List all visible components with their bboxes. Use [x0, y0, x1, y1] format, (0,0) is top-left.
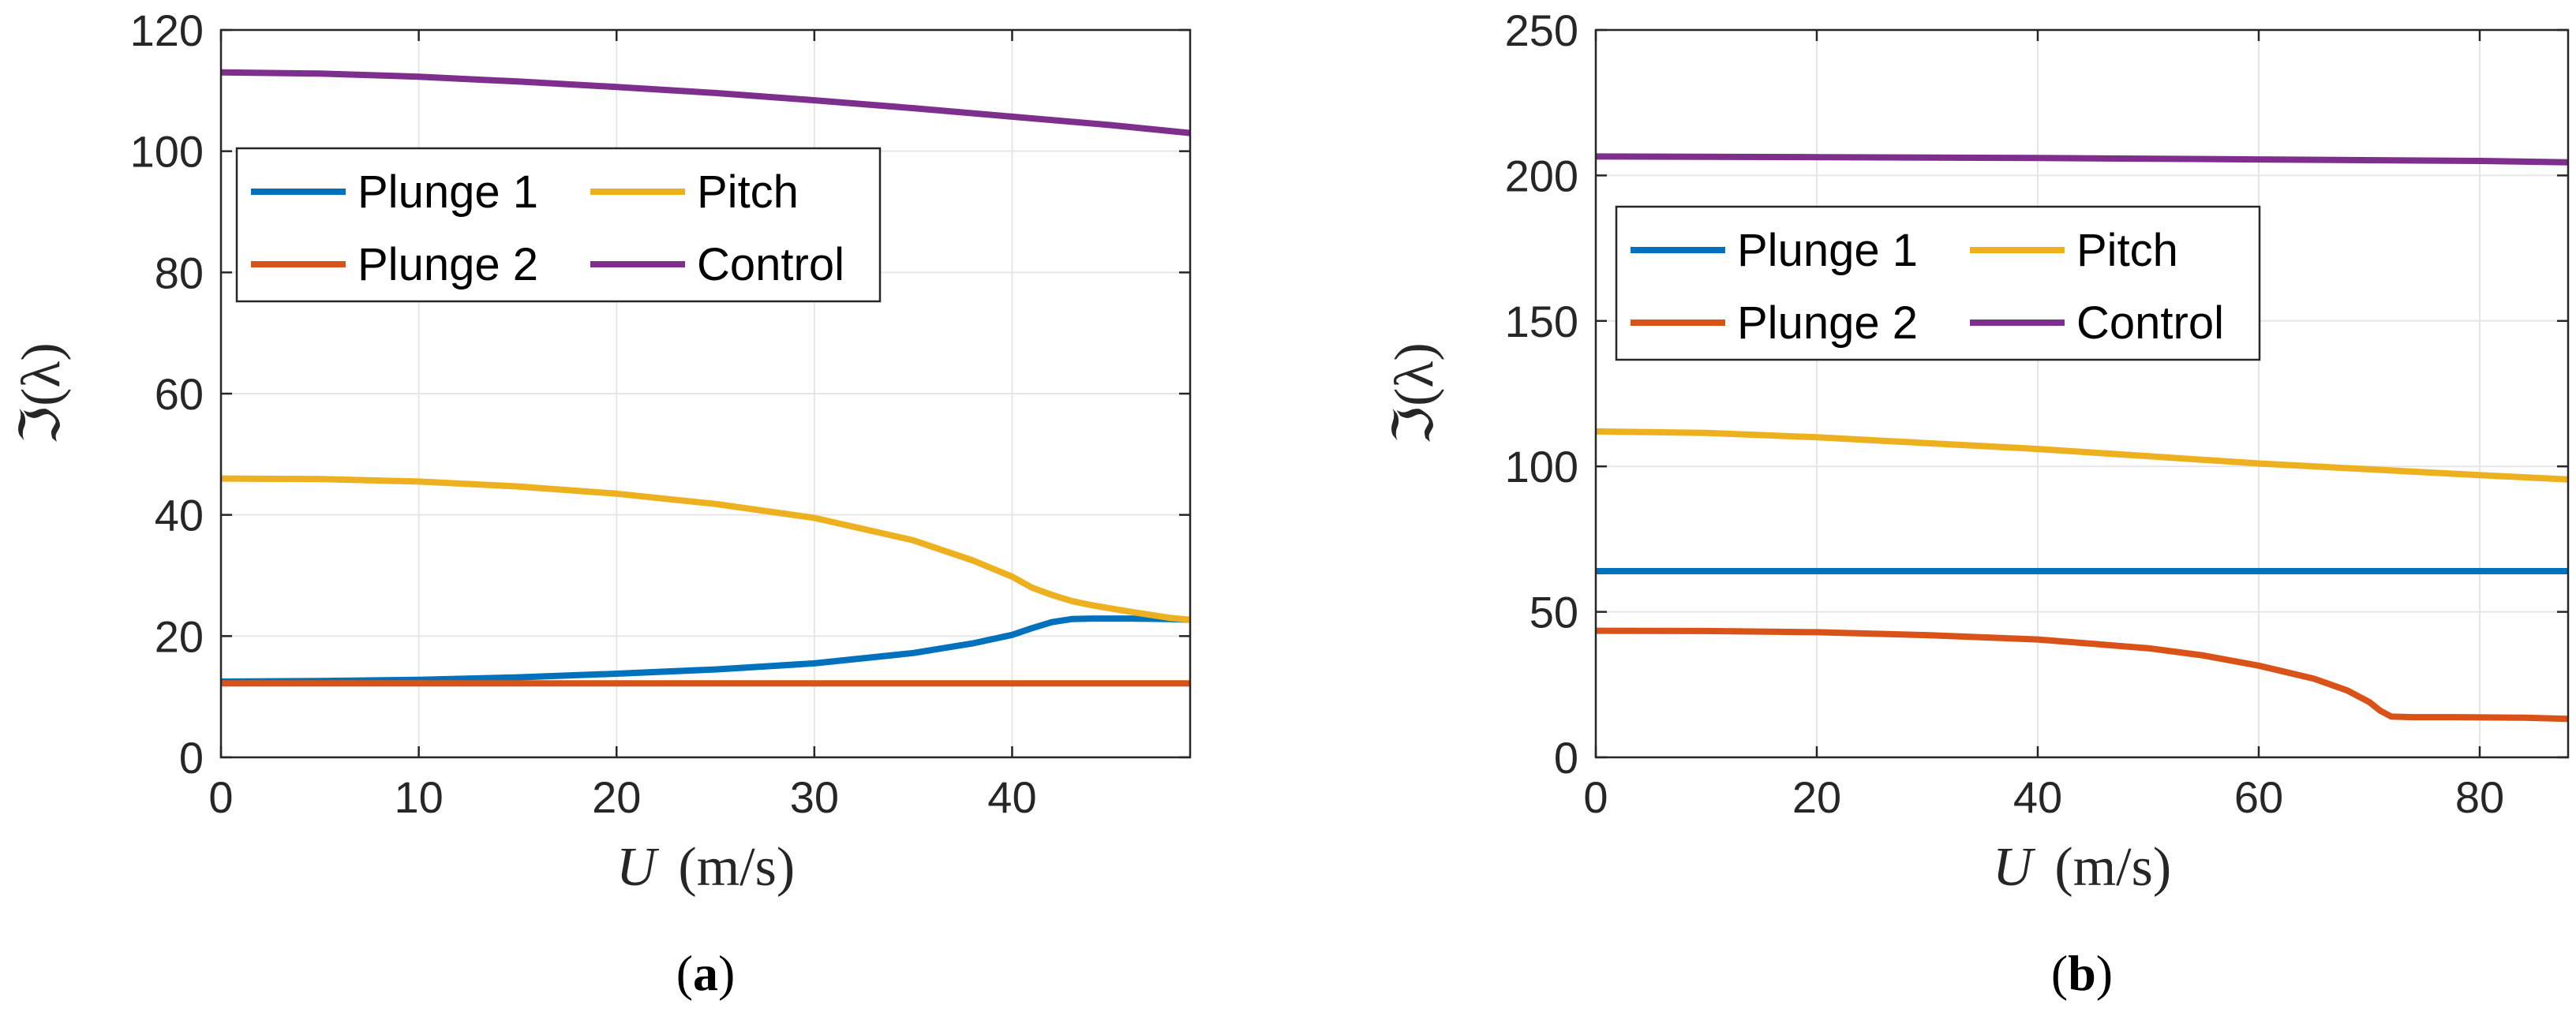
y-tick-label: 0: [1554, 733, 1578, 783]
panel-label-open: (: [676, 945, 693, 1001]
plot-area: [1596, 30, 2568, 757]
x-tick-label: 0: [208, 772, 233, 822]
panel-label: (a): [676, 945, 736, 1001]
series-line-plunge-1: [220, 615, 1191, 685]
y-tick-label: 100: [1505, 442, 1578, 491]
series-line-control: [1595, 153, 2569, 166]
legend: Plunge 1 Pitch Plunge 2 Control: [1615, 205, 2261, 361]
y-tick-label: 50: [1530, 588, 1578, 637]
legend-label-pitch: Pitch: [697, 166, 799, 218]
x-tick-label: 10: [394, 772, 443, 822]
y-axis-label: ℑ(λ): [11, 342, 72, 444]
x-tick-label: 80: [2455, 772, 2504, 822]
legend-label-control: Control: [2076, 297, 2224, 349]
legend-label-control: Control: [697, 239, 844, 290]
y-tick-label: 200: [1505, 151, 1578, 200]
y-tick-label: 250: [1505, 6, 1578, 55]
series-line-control: [220, 69, 1191, 136]
x-tick-label: 30: [790, 772, 839, 822]
y-tick-label: 60: [155, 369, 204, 419]
x-axis-variable: U: [616, 837, 660, 898]
y-axis-label: ℑ(λ): [1384, 342, 1445, 444]
y-tick-label: 100: [130, 127, 204, 177]
chart-panel-a: 0 10 20 30 40 0 20 40 60 80 100 120 U (m/s) ℑ(λ) Plunge…: [11, 6, 1192, 1001]
y-tick-label: 40: [155, 491, 204, 540]
legend-label-plunge-2: Plunge 2: [358, 239, 538, 290]
x-tick-label: 0: [1583, 772, 1608, 822]
legend: Plunge 1 Pitch Plunge 2 Control: [235, 147, 882, 303]
legend-label-plunge-1: Plunge 1: [1737, 225, 1918, 276]
x-axis-unit: (m/s): [678, 837, 795, 898]
panel-label-letter: b: [2068, 945, 2096, 1001]
legend-label-pitch: Pitch: [2076, 225, 2178, 276]
y-tick-label: 20: [155, 611, 204, 661]
legend-label-plunge-2: Plunge 2: [1737, 297, 1918, 349]
axes-box: [1594, 28, 2570, 759]
series-line-pitch: [1595, 428, 2569, 483]
y-tick-label: 150: [1505, 297, 1578, 346]
series-line-plunge-2: [1595, 627, 2569, 723]
panel-label-open: (: [2051, 945, 2068, 1001]
x-axis-variable: U: [1993, 837, 2036, 898]
chart-panel-b: 0 20 40 60 80 0 50 100 150 200 250 U (m/s) ℑ(λ) Plunge…: [1384, 6, 2570, 1001]
panel-label-close: ): [718, 945, 735, 1001]
x-tick-label: 40: [2013, 772, 2062, 822]
x-axis-label: U (m/s): [616, 837, 795, 898]
x-axis-label: U (m/s): [1993, 837, 2171, 898]
series-line-pitch: [220, 475, 1191, 623]
y-tick-label: 0: [179, 733, 204, 783]
y-tick-label: 120: [130, 6, 204, 55]
panel-label-letter: a: [693, 945, 718, 1001]
x-tick-label: 40: [987, 772, 1036, 822]
x-tick-label: 20: [1792, 772, 1841, 822]
legend-box: [235, 147, 882, 303]
legend-label-plunge-1: Plunge 1: [358, 166, 538, 218]
legend-box: [1615, 205, 2261, 361]
panel-label-close: ): [2096, 945, 2113, 1001]
y-tick-label: 80: [155, 248, 204, 297]
panel-label: (b): [2051, 945, 2113, 1001]
x-tick-label: 20: [592, 772, 641, 822]
x-axis-unit: (m/s): [2054, 837, 2171, 898]
x-tick-label: 60: [2234, 772, 2283, 822]
